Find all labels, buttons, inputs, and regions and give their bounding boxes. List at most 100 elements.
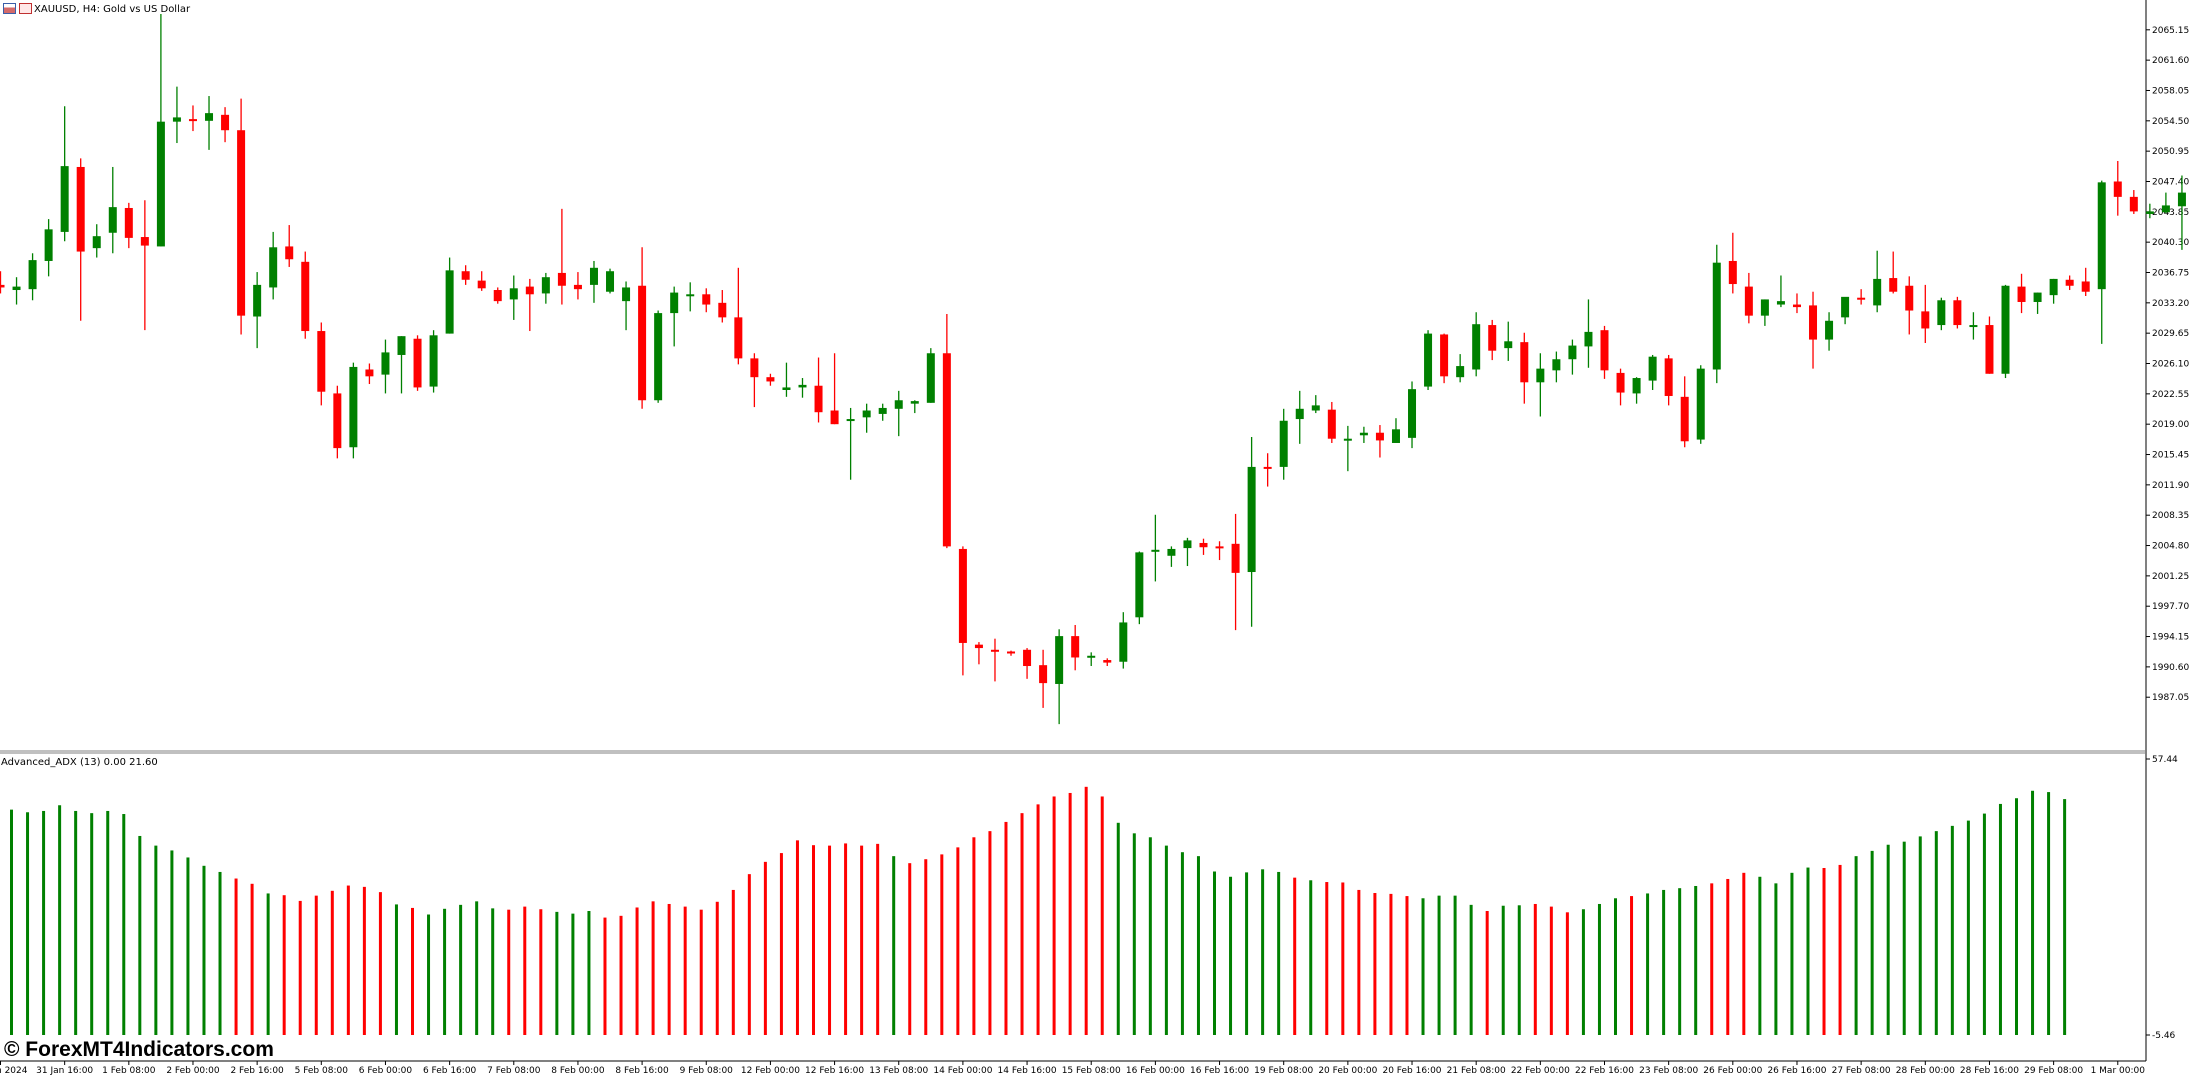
bear-candle-body	[573, 284, 582, 290]
time-tick-label: 7 Feb 08:00	[487, 1066, 541, 1076]
adx-histogram-bar	[1437, 895, 1441, 1035]
time-tick-label: 6 Feb 00:00	[359, 1066, 413, 1076]
adx-histogram-bar	[26, 812, 30, 1035]
price-tick-label: 2015.45	[2152, 451, 2189, 461]
adx-histogram-bar	[218, 871, 222, 1035]
bull-candle-body	[846, 419, 855, 422]
bear-candle-body	[814, 385, 823, 413]
bull-candle-body	[798, 384, 807, 388]
price-tick-label: 2043.85	[2152, 208, 2189, 218]
bear-candle-body	[1921, 311, 1930, 329]
bear-candle-body	[1728, 260, 1737, 285]
bull-candle-body	[1584, 331, 1593, 347]
price-tick-label: 2050.95	[2152, 147, 2189, 157]
adx-histogram-bar	[122, 814, 126, 1035]
time-tick-label: 6 Feb 16:00	[423, 1066, 477, 1076]
bear-candle-body	[1375, 432, 1384, 441]
bear-candle-body	[1488, 325, 1497, 351]
adx-histogram-bar	[555, 911, 559, 1035]
bull-candle-body	[894, 400, 903, 409]
bull-candle-body	[44, 229, 53, 261]
adx-histogram-bar	[234, 878, 238, 1035]
indicator-tick-label: -5.46	[2152, 1031, 2176, 1041]
time-tick-label: 14 Feb 16:00	[998, 1066, 1057, 1076]
price-tick-label: 2004.80	[2152, 542, 2189, 552]
price-tick-label: 1987.05	[2152, 693, 2189, 703]
bull-candle-body	[429, 335, 438, 387]
bull-candle-body	[1135, 552, 1144, 618]
price-tick-label: 2061.60	[2152, 56, 2189, 66]
adx-histogram-bar	[138, 835, 142, 1035]
bear-candle-body	[413, 338, 422, 388]
bull-candle-body	[2161, 205, 2170, 213]
bull-candle-body	[28, 260, 37, 290]
adx-histogram-bar	[1148, 837, 1152, 1035]
price-tick-label: 2029.65	[2152, 329, 2189, 339]
bull-candle-body	[606, 271, 615, 292]
adx-histogram-bar	[571, 913, 575, 1035]
bull-candle-body	[1295, 408, 1304, 420]
price-tick-label: 1997.70	[2152, 602, 2189, 612]
adx-histogram-bar	[1710, 883, 1714, 1035]
bull-candle-body	[60, 166, 69, 232]
adx-histogram-bar	[1357, 889, 1361, 1035]
bull-candle-body	[12, 286, 21, 291]
time-tick-label: 12 Feb 00:00	[741, 1066, 800, 1076]
bear-candle-body	[974, 644, 983, 649]
time-tick-label: 16 Feb 16:00	[1190, 1066, 1249, 1076]
adx-histogram-bar	[1646, 893, 1650, 1035]
adx-histogram-bar	[1485, 910, 1489, 1035]
bull-candle-body	[1873, 278, 1882, 306]
bull-candle-body	[1841, 296, 1850, 318]
adx-histogram-bar	[154, 845, 158, 1035]
bull-candle-body	[686, 294, 695, 297]
adx-histogram-bar	[1421, 898, 1425, 1035]
bull-candle-body	[1552, 359, 1561, 371]
bear-candle-body	[221, 114, 230, 131]
bear-candle-body	[285, 246, 294, 260]
bear-candle-body	[1103, 660, 1112, 663]
time-tick-label: 1 Mar 00:00	[2091, 1066, 2146, 1076]
adx-histogram-bar	[1132, 833, 1136, 1035]
bear-candle-body	[2113, 181, 2122, 197]
price-tick-label: 2036.75	[2152, 269, 2189, 279]
adx-histogram-bar	[1084, 786, 1088, 1035]
bull-candle-body	[1343, 438, 1352, 441]
adx-histogram-bar	[699, 909, 703, 1035]
bear-candle-body	[317, 331, 326, 392]
adx-histogram-bar	[2047, 792, 2051, 1035]
adx-histogram-bar	[250, 883, 254, 1035]
bull-candle-body	[1937, 300, 1946, 326]
indicator-window-icon[interactable]	[19, 3, 32, 14]
adx-histogram-bar	[828, 845, 832, 1035]
bear-candle-body	[1520, 342, 1529, 383]
bear-candle-body	[1953, 300, 1962, 326]
adx-histogram-bar	[411, 907, 414, 1035]
bull-candle-body	[349, 366, 358, 448]
bear-candle-body	[124, 207, 133, 238]
bear-candle-body	[1664, 358, 1673, 396]
bull-candle-body	[862, 410, 871, 418]
adx-histogram-bar	[1742, 872, 1746, 1035]
bull-candle-body	[509, 288, 518, 300]
bull-candle-body	[1568, 345, 1577, 360]
bear-candle-body	[477, 280, 486, 289]
adx-histogram-bar	[2031, 790, 2035, 1035]
adx-histogram-bar	[58, 805, 62, 1035]
bull-candle-body	[1151, 549, 1160, 552]
adx-histogram-bar	[90, 813, 94, 1035]
bear-candle-body	[1440, 334, 1449, 377]
bear-candle-body	[1039, 665, 1048, 684]
bull-candle-body	[1424, 333, 1433, 387]
adx-histogram-bar	[1565, 912, 1569, 1035]
adx-histogram-bar	[635, 907, 639, 1035]
time-tick-label: 13 Feb 08:00	[869, 1066, 928, 1076]
bear-candle-body	[1600, 330, 1609, 371]
adx-histogram-bar	[330, 890, 334, 1035]
bear-candle-body	[493, 290, 502, 302]
time-tick-label: 19 Feb 08:00	[1254, 1066, 1313, 1076]
bear-candle-body	[1680, 396, 1689, 442]
chart-window-icon[interactable]	[3, 3, 16, 14]
